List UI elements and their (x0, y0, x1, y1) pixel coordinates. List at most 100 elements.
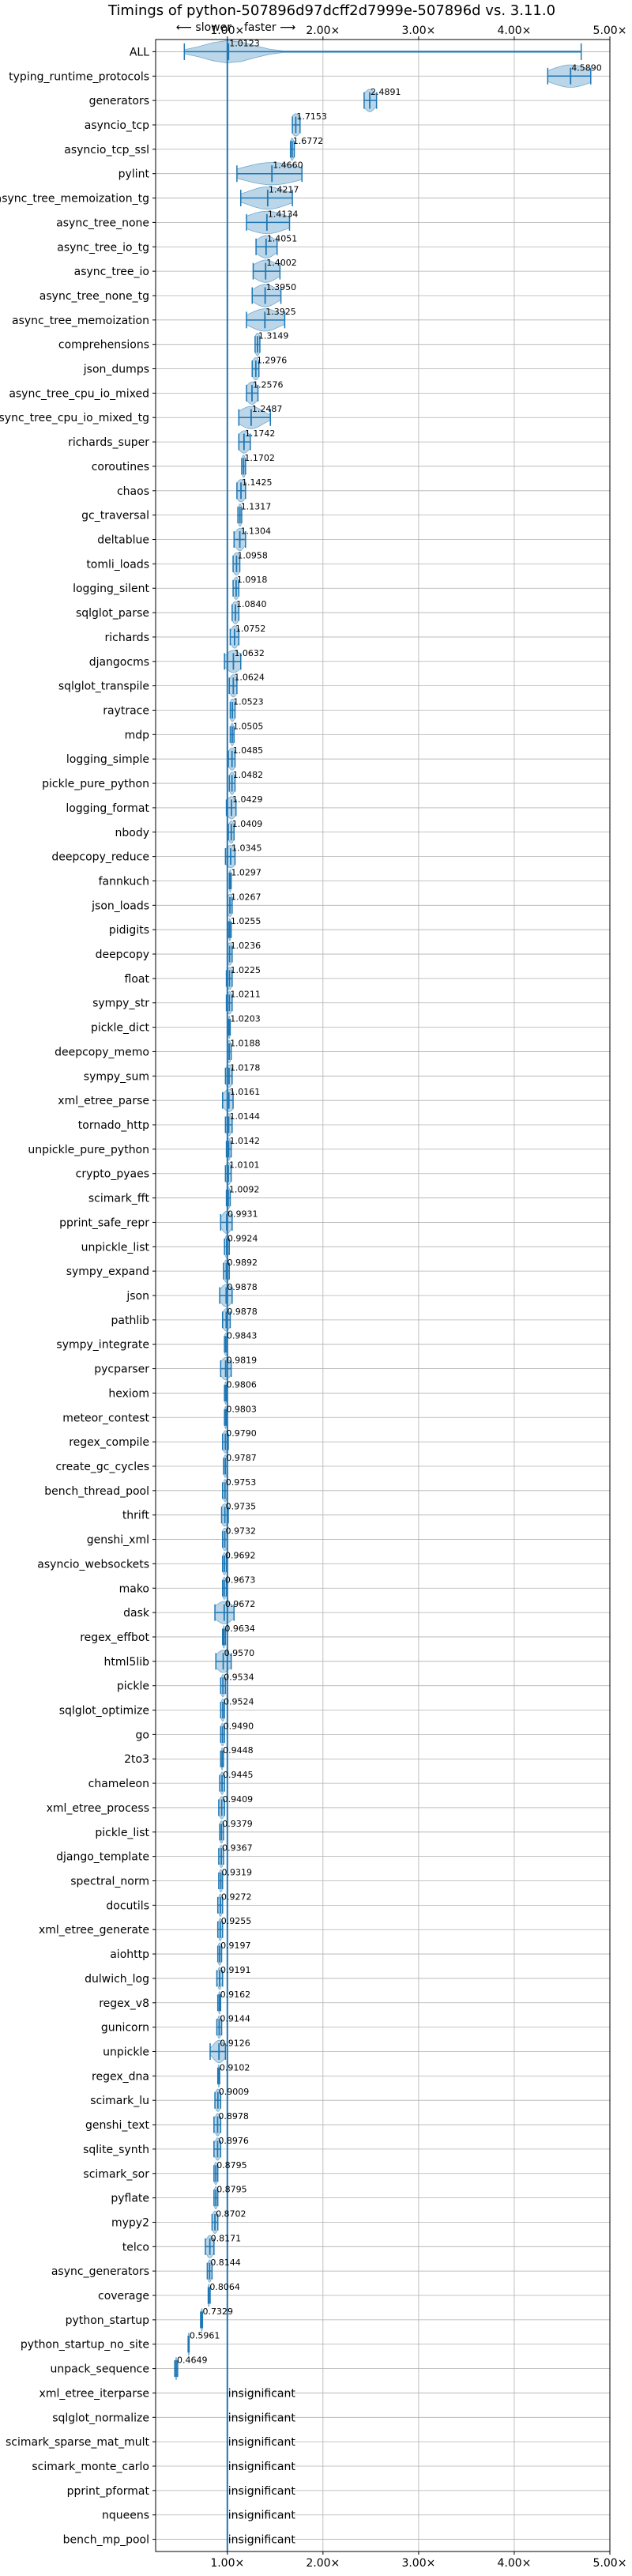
x-tick-label-top: 4.00× (497, 25, 531, 37)
x-tick-label: 5.00× (593, 2557, 627, 2570)
benchmark-label: regex_compile (69, 1436, 149, 1449)
benchmark-label: float (125, 973, 150, 986)
benchmark-label: unpickle_list (81, 1241, 150, 1254)
insignificant-label: insignificant (228, 2436, 296, 2449)
benchmark-label: chameleon (88, 1778, 149, 1790)
value-label: 0.9735 (226, 1502, 257, 1512)
benchmark-label: deepcopy_memo (55, 1046, 149, 1058)
value-label: 0.9878 (227, 1282, 258, 1292)
benchmark-label: raytrace (103, 704, 149, 717)
value-label: 0.9524 (224, 1697, 254, 1707)
benchmark-label: logging_silent (73, 583, 149, 595)
benchmark-label: richards_super (68, 436, 149, 449)
benchmark-label: ALL (130, 46, 149, 58)
benchmark-label: spectral_norm (70, 1876, 149, 1888)
value-label: 0.9197 (220, 1940, 251, 1951)
benchmark-label: generators (89, 95, 149, 107)
benchmark-label: bench_thread_pool (44, 1485, 149, 1498)
value-label: 1.4051 (267, 233, 298, 243)
value-label: 0.8795 (216, 2160, 247, 2171)
benchmark-label: thrift (122, 1510, 150, 1522)
value-label: 0.9819 (227, 1356, 258, 1366)
value-label: 1.0624 (234, 673, 265, 683)
value-label: 1.0225 (231, 965, 261, 975)
benchmark-label: djangocms (89, 656, 149, 669)
value-label: 1.0918 (237, 575, 268, 585)
benchmark-label: scimark_lu (90, 2095, 149, 2107)
benchmark-label: coroutines (92, 461, 149, 473)
value-label: 0.9367 (222, 1843, 253, 1854)
benchmark-label: async_tree_io (74, 266, 149, 278)
value-label: 1.0409 (232, 819, 263, 829)
benchmark-label: sqlite_synth (83, 2144, 149, 2156)
value-label: 1.0144 (230, 1111, 261, 1122)
benchmark-label: scimark_fft (88, 1193, 150, 1205)
value-label: 1.3950 (266, 282, 297, 292)
benchmark-label: pprint_pformat (67, 2485, 150, 2498)
value-label: 1.0523 (233, 696, 264, 707)
benchmark-label: pylint (118, 168, 150, 181)
benchmark-label: unpickle (103, 2046, 149, 2058)
benchmark-label: fannkuch (99, 875, 149, 888)
value-label: 0.8795 (216, 2185, 247, 2195)
value-label: 1.0123 (229, 38, 260, 48)
value-label: 0.9448 (223, 1745, 254, 1756)
benchmark-label: sympy_integrate (56, 1339, 149, 1352)
value-label: 1.4660 (273, 160, 303, 171)
value-label: 0.9162 (220, 1990, 251, 2000)
value-label: 0.8171 (211, 2233, 242, 2243)
benchmark-label: regex_effbot (80, 1631, 149, 1644)
violins (174, 40, 592, 2381)
benchmark-label: async_tree_none_tg (40, 290, 149, 303)
insignificant-label: insignificant (228, 2534, 296, 2547)
value-label: 1.3149 (258, 331, 289, 341)
value-label: 0.9102 (220, 2062, 250, 2072)
value-label: 0.9806 (226, 1379, 257, 1390)
benchmark-label: dulwich_log (85, 1973, 149, 1986)
benchmark-label: asyncio_tcp_ssl (64, 144, 149, 157)
value-label: 1.0092 (229, 1185, 260, 1195)
value-label: 1.0178 (230, 1062, 261, 1073)
value-label: 0.9445 (223, 1770, 254, 1780)
benchmark-label: sqlglot_optimize (59, 1705, 149, 1718)
value-label: 1.6772 (293, 136, 324, 146)
value-label: 1.1304 (241, 526, 272, 537)
value-label: 0.8702 (216, 2208, 246, 2219)
value-label: 0.9009 (219, 2087, 250, 2097)
value-label: 0.9673 (225, 1575, 256, 1585)
benchmark-label: scimark_monte_carlo (32, 2461, 149, 2473)
value-label: 0.8978 (218, 2111, 249, 2122)
value-label: 0.9753 (226, 1477, 257, 1488)
value-label: 1.0752 (235, 624, 266, 634)
value-label: 1.0297 (231, 867, 261, 877)
insignificant-label: insignificant (228, 2387, 296, 2400)
value-label: 1.0267 (231, 892, 261, 902)
value-label: 0.9790 (226, 1428, 257, 1439)
value-label: 1.1702 (244, 453, 275, 463)
benchmark-label: sqlglot_normalize (52, 2412, 149, 2424)
value-label: 1.0345 (231, 843, 262, 854)
benchmark-label: coverage (98, 2290, 149, 2303)
benchmark-label: sqlglot_parse (76, 607, 149, 620)
benchmark-label: nqueens (102, 2510, 149, 2522)
value-label: 0.9931 (228, 1209, 258, 1219)
benchmark-label: xml_etree_generate (39, 1924, 149, 1937)
value-label: 1.0255 (231, 916, 261, 926)
value-label: 1.2487 (252, 404, 283, 414)
insignificant-label: insignificant (228, 2461, 296, 2473)
benchmark-label: xml_etree_process (47, 1802, 149, 1815)
benchmark-label: asyncio_tcp (85, 119, 149, 132)
chart-title: Timings of python-507896d97dcff2d7999e-5… (107, 2, 555, 19)
benchmark-label: pyflate (111, 2193, 149, 2205)
plot-frame (155, 39, 611, 2552)
value-label: 1.0840 (236, 599, 267, 609)
benchmark-label: deepcopy_reduce (51, 851, 149, 864)
benchmark-label: django_template (56, 1851, 149, 1864)
benchmark-label: json_dumps (83, 364, 149, 376)
value-label: 1.0505 (233, 721, 264, 731)
value-label: 0.9191 (220, 1965, 251, 1975)
value-label: 1.0482 (233, 770, 264, 780)
faster-direction-label: faster ⟶ (244, 21, 295, 34)
value-label: 0.9878 (227, 1307, 258, 1317)
